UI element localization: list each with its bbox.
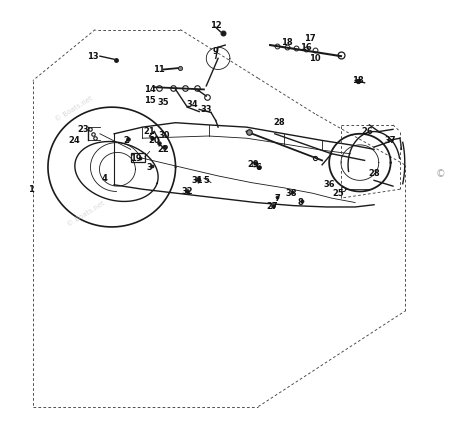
Text: 19: 19 [129, 154, 141, 163]
Text: 9: 9 [213, 47, 219, 56]
Text: 32: 32 [182, 187, 193, 196]
Text: 35: 35 [158, 98, 170, 107]
Text: ©: © [435, 169, 445, 179]
Text: 18: 18 [352, 76, 364, 85]
Bar [131, 153, 145, 162]
Text: 4: 4 [102, 174, 108, 182]
Text: 11: 11 [153, 65, 165, 74]
Text: 16: 16 [300, 43, 311, 52]
Text: 37: 37 [385, 136, 396, 145]
Text: 3: 3 [146, 162, 153, 172]
Text: 5: 5 [203, 176, 209, 185]
Text: 14: 14 [144, 85, 155, 94]
Text: 28: 28 [368, 169, 380, 178]
Text: 2: 2 [123, 136, 129, 145]
Text: 20: 20 [148, 136, 160, 145]
Text: © Boats.net: © Boats.net [66, 200, 106, 227]
Text: 22: 22 [158, 145, 170, 154]
Text: 36: 36 [323, 180, 335, 189]
Text: 26: 26 [361, 127, 373, 136]
Text: 18: 18 [281, 38, 292, 47]
Text: 31: 31 [191, 176, 203, 185]
Text: 13: 13 [87, 52, 99, 61]
Text: 8: 8 [298, 198, 304, 207]
Text: 17: 17 [304, 34, 316, 43]
Text: 1: 1 [28, 185, 34, 194]
Text: 30: 30 [158, 131, 170, 141]
Text: 10: 10 [309, 54, 321, 63]
Text: 21: 21 [144, 127, 155, 136]
Text: 7: 7 [274, 194, 280, 202]
Text: 34: 34 [186, 101, 198, 109]
Text: 12: 12 [210, 20, 222, 30]
Text: 33: 33 [201, 105, 212, 114]
Text: 23: 23 [78, 125, 89, 134]
Text: © Boats.net: © Boats.net [54, 96, 94, 123]
Text: 28: 28 [273, 118, 285, 127]
Text: 6: 6 [255, 162, 261, 172]
Text: 24: 24 [68, 136, 80, 145]
Text: 27: 27 [267, 202, 278, 211]
Text: 29: 29 [248, 160, 259, 170]
Text: 38: 38 [286, 189, 297, 198]
Text: 15: 15 [144, 96, 155, 105]
Text: 25: 25 [333, 189, 345, 198]
